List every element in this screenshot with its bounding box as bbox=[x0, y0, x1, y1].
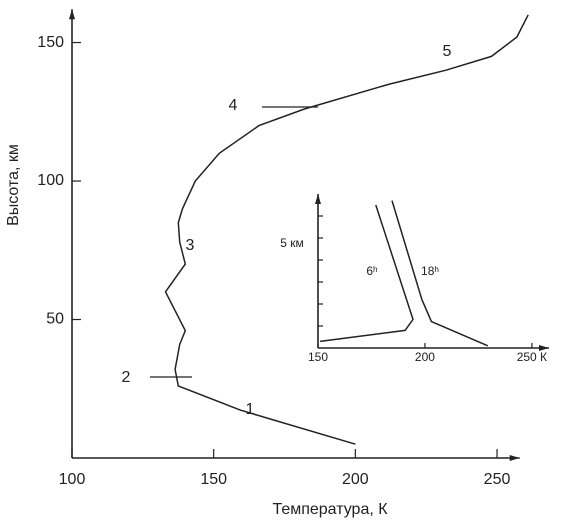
series-label: 6ʰ bbox=[366, 264, 378, 278]
y-axis-label: 5 км bbox=[280, 236, 304, 250]
series-line bbox=[391, 200, 489, 347]
curve-annotation: 1 bbox=[246, 401, 255, 418]
x-tick-label: 250 К bbox=[517, 350, 547, 364]
series-line bbox=[320, 204, 414, 343]
x-tick-label: 150 bbox=[308, 350, 328, 364]
y-axis-arrow bbox=[315, 194, 321, 204]
curve-annotation: 4 bbox=[229, 97, 238, 114]
x-tick-label: 250 bbox=[484, 471, 511, 488]
y-tick-label: 100 bbox=[37, 172, 64, 189]
y-tick-label: 50 bbox=[46, 311, 64, 328]
x-tick-label: 200 bbox=[342, 471, 369, 488]
x-axis-arrow bbox=[539, 345, 549, 351]
x-tick-label: 100 bbox=[59, 471, 86, 488]
x-axis-label: Температура, К bbox=[272, 501, 388, 518]
y-axis-label: Высота, км bbox=[5, 144, 22, 226]
y-axis-arrow bbox=[69, 9, 75, 20]
curve-annotation: 3 bbox=[186, 237, 195, 254]
line bbox=[164, 14, 529, 445]
series-label: 18ʰ bbox=[421, 264, 439, 278]
x-tick-label: 200 bbox=[415, 350, 435, 364]
x-axis-arrow bbox=[509, 455, 520, 461]
curve-annotation: 5 bbox=[443, 43, 452, 60]
y-tick-label: 150 bbox=[37, 34, 64, 51]
curve-annotation: 2 bbox=[122, 369, 131, 386]
x-tick-label: 150 bbox=[200, 471, 227, 488]
